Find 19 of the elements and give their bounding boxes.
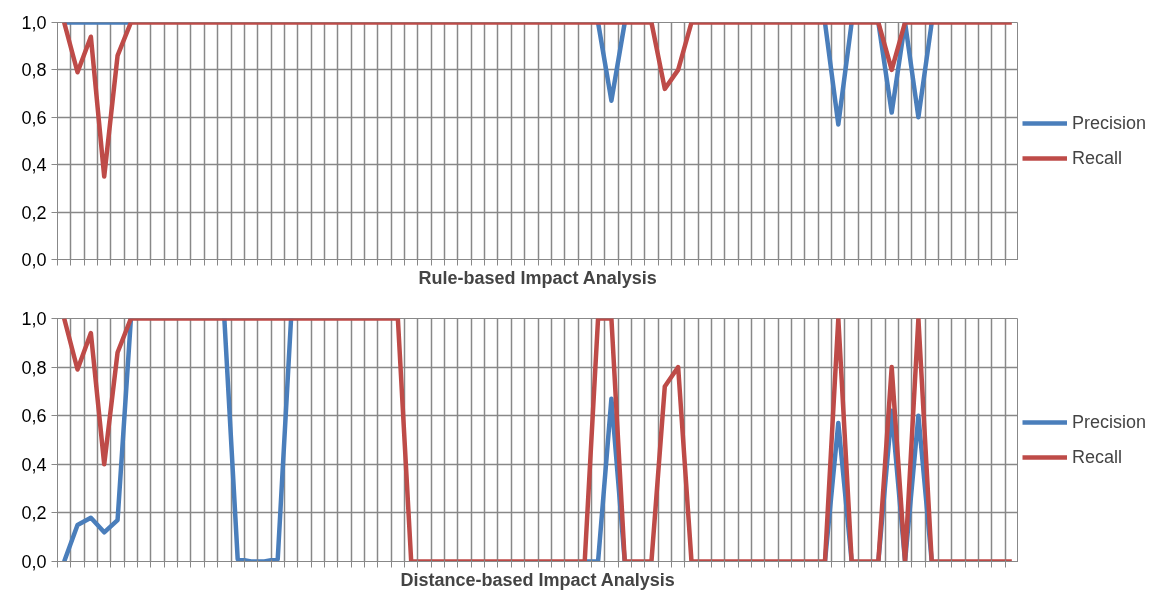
y-tick-label: 0,0	[21, 250, 47, 270]
legend-label: Precision	[1072, 112, 1147, 134]
y-tick-label: 1,0	[21, 13, 47, 33]
y-tick-label: 0,2	[21, 503, 47, 524]
y-tick-label: 0,6	[21, 406, 47, 427]
legend-label: Precision	[1072, 411, 1147, 433]
x-axis-title: Distance-based Impact Analysis	[400, 569, 675, 590]
y-tick-label: 0,8	[21, 60, 47, 81]
legend-label: Recall	[1072, 446, 1123, 468]
x-axis-title: Rule-based Impact Analysis	[418, 267, 657, 288]
y-tick-label: 1,0	[21, 309, 47, 329]
y-tick-label: 0,0	[21, 552, 47, 572]
y-tick-label: 0,4	[21, 454, 47, 475]
legend-label: Recall	[1072, 147, 1123, 169]
y-tick-label: 0,6	[21, 107, 47, 128]
y-tick-label: 0,2	[21, 202, 47, 223]
y-tick-label: 0,4	[21, 155, 47, 176]
y-tick-label: 0,8	[21, 357, 47, 378]
line-series	[61, 22, 1015, 179]
